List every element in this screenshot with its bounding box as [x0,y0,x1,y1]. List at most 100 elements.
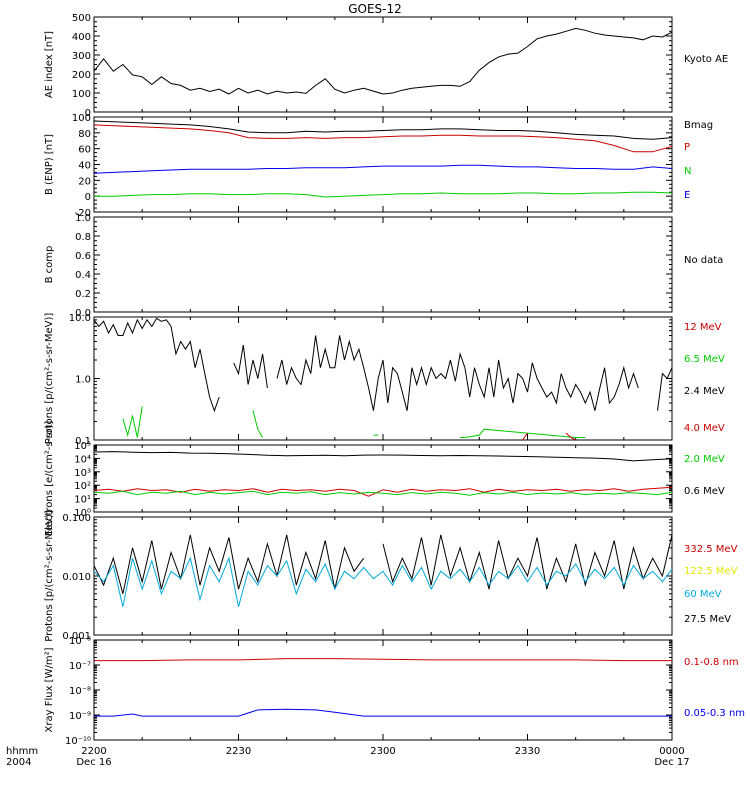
x-date-label: Dec 17 [654,757,689,768]
panel-4: 0.1 1.0 10.0 Protons [p/(cm²-s-sr-MeV)] 12 M… [44,313,725,447]
series-line-kyoto-ae [94,27,672,95]
y-tick-label: 40 [78,161,91,172]
legend-label: Kyoto AE [684,54,728,65]
y-axis-label: Electrons [e/(cm²-s-sr)] [44,421,55,537]
series-line-n [94,191,672,198]
legend-label: 0.1-0.8 nm [684,657,739,668]
y-tick-label: 10⁰ [74,508,91,519]
y-tick-label: 10⁻⁹ [69,711,91,722]
y-tick-label: 100 [72,89,91,100]
panel-3: 0.0 0.2 0.4 0.6 0.8 1.0 B comp No data [44,213,723,319]
y-tick-label: 10⁻⁶ [69,636,91,647]
legend-label: 6.5 MeV [684,354,725,365]
legend-label: 12 MeV [684,322,722,333]
y-tick-label: 0.1 [75,436,91,447]
series-line-4-0-mev [94,486,672,497]
legend-label: E [684,190,690,201]
y-tick-label: 10.0 [69,313,91,324]
series-line-p [94,124,672,153]
y-tick-label: 0.001 [62,631,91,642]
x-tick-label: 2300 [370,746,395,757]
series-line-27-5-mev [94,534,672,594]
y-tick-label: 80 [78,129,91,140]
panel-frame [93,639,673,741]
series-line-6-5-mev [122,406,586,438]
y-tick-label: 0.4 [75,270,91,281]
y-tick-label: 10⁴ [74,454,91,465]
series-line-bmag [94,120,672,140]
y-axis-label: Protons [p/(cm²-s-sr-MeV)] [44,313,55,445]
y-tick-label: 300 [72,51,91,62]
y-tick-label: 0.2 [75,289,91,300]
legend-label: P [684,142,690,153]
y-tick-label: 0.6 [75,251,91,262]
y-tick-label: 100 [72,113,91,124]
corner-label-year: 2004 [6,757,31,768]
y-tick-label: 60 [78,145,91,156]
series-line-0-6-mev [94,451,672,462]
legend-label: N [684,166,691,177]
y-tick-label: 0.0 [75,308,91,319]
y-tick-label: 0.010 [62,572,91,583]
y-axis-label: B (ENP) [nT] [44,134,55,195]
y-axis-label: Protons [p/(cm²-s-sr-MeV)] [44,510,55,642]
panel-6: 0.001 0.010 0.100 Protons [p/(cm²-s-sr-MeV)… [44,510,738,642]
legend-label: No data [684,255,723,266]
x-tick-label: 0000 [659,746,684,757]
series-line-60-mev [94,556,672,607]
y-tick-label: 0.8 [75,232,91,243]
y-tick-label: 10³ [74,468,91,479]
y-tick-label: -20 [75,208,91,219]
panel-frame [93,216,673,313]
legend-label: 122.5 MeV [684,566,738,577]
legend-label: 0.6 MeV [684,486,725,497]
legend-label: 60 MeV [684,589,722,600]
legend-label: 0.05-0.3 nm [684,708,745,719]
x-date-label: Dec 16 [76,757,111,768]
panel-5: 10⁰ 10¹ 10² 10³ 10⁴ 10⁵ Electrons [e/(cm²-s-sr… [44,421,725,537]
y-tick-label: 1.0 [75,213,91,224]
panel-frame [93,316,673,441]
panel-7: 10⁻¹⁰ 10⁻⁹ 10⁻⁸ 10⁻⁷ 10⁻⁶ Xray Flux [W/m²] 0.1… [44,636,745,747]
panel-frame [93,516,673,636]
y-axis-label: AE index [nT] [44,31,55,98]
y-tick-label: 0 [85,108,91,119]
series-line-0-1-0-8-nm [94,658,672,662]
x-tick-label: 2200 [81,746,106,757]
y-tick-label: 20 [78,176,91,187]
y-tick-label: 0.100 [62,513,91,524]
series-line-2-0-mev [94,490,672,496]
y-tick-label: 200 [72,70,91,81]
y-tick-label: 10¹ [74,495,91,506]
panel-2: -20 0 20 40 60 80 100 B (ENP) [nT] Bmag P N E [44,113,713,219]
y-tick-label: 10⁻⁷ [69,661,91,672]
y-tick-label: 10⁻⁸ [69,686,91,697]
y-tick-label: 400 [72,32,91,43]
series-line-2-4-mev [94,317,672,413]
chart-title: GOES-12 [348,2,402,16]
legend-label: Bmag [684,120,713,131]
series-line-0-05-0-3-nm [94,708,672,717]
series-line-12-mev [522,432,576,440]
y-tick-label: 10⁻¹⁰ [65,736,91,747]
x-tick-label: 2230 [226,746,251,757]
legend-label: 332.5 MeV [684,544,738,555]
corner-label-hhmm: hhmm [6,746,38,757]
panel-frame [93,16,673,113]
legend-label: 2.0 MeV [684,454,725,465]
panel-frame [93,116,673,213]
y-axis-label: B comp [44,246,55,284]
legend-label: 2.4 MeV [684,386,725,397]
legend-label: 27.5 MeV [684,614,731,625]
series-line-e [94,164,672,174]
y-tick-label: 1.0 [75,375,91,386]
legend-label: 4.0 MeV [684,423,725,434]
y-axis-label: Xray Flux [W/m²] [44,647,55,732]
y-tick-label: 500 [72,13,91,24]
x-tick-label: 2330 [515,746,540,757]
y-tick-label: 0 [85,192,91,203]
y-tick-label: 10² [74,481,91,492]
